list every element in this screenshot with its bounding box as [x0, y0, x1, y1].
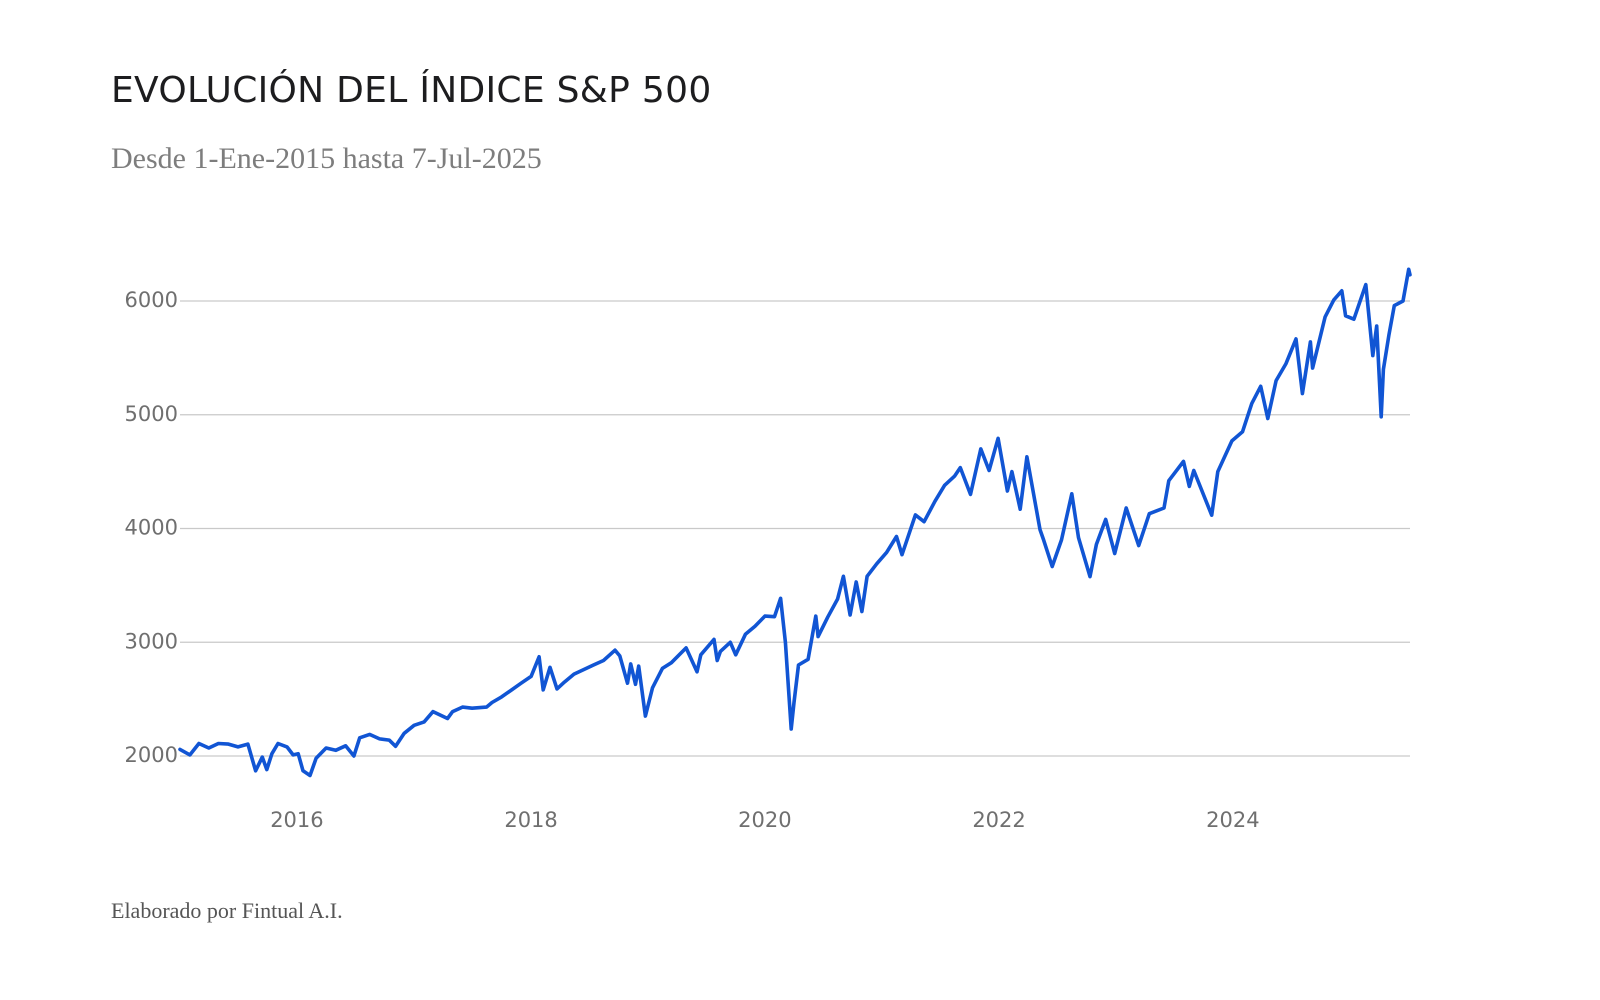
- x-tick-label-2022: 2022: [972, 808, 1025, 832]
- x-tick-label-2024: 2024: [1206, 808, 1259, 832]
- y-axis-tick-labels: 2000 3000 4000 5000 6000: [125, 288, 178, 767]
- sp500-series-line: [178, 267, 1412, 778]
- y-tick-label-5000: 5000: [125, 402, 178, 426]
- x-tick-label-2016: 2016: [270, 808, 323, 832]
- y-tick-label-4000: 4000: [125, 516, 178, 540]
- y-tick-label-3000: 3000: [125, 629, 178, 653]
- grid-lines: [180, 300, 1410, 757]
- x-axis-tick-labels: 2016 2018 2020 2022 2024: [270, 808, 1259, 832]
- chart-footer-credit: Elaborado por Fintual A.I.: [111, 898, 343, 923]
- x-tick-label-2020: 2020: [738, 808, 791, 832]
- y-tick-label-2000: 2000: [125, 743, 178, 767]
- chart-title: EVOLUCIÓN DEL ÍNDICE S&P 500: [111, 70, 712, 111]
- x-tick-label-2018: 2018: [504, 808, 557, 832]
- y-tick-label-6000: 6000: [125, 288, 178, 312]
- chart-subtitle: Desde 1-Ene-2015 hasta 7-Jul-2025: [111, 142, 542, 175]
